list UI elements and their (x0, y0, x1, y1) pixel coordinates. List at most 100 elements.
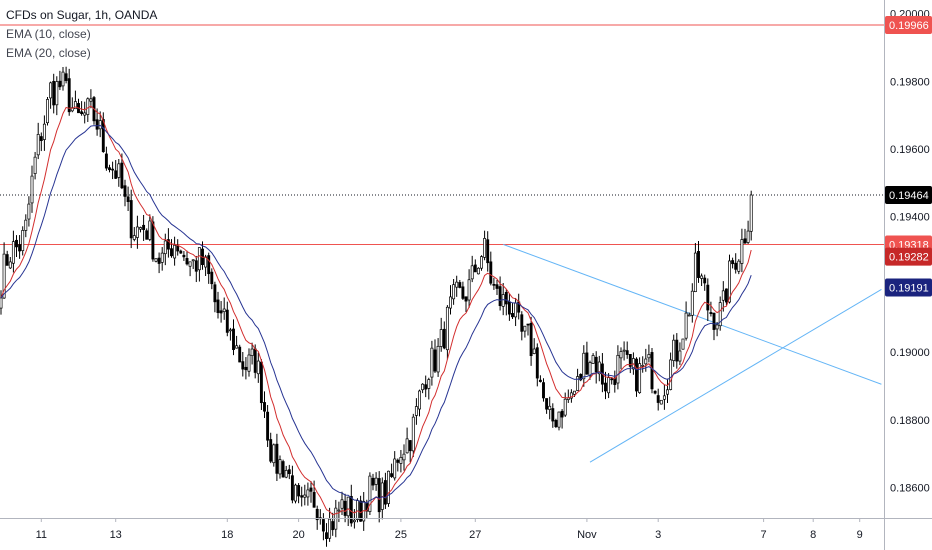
time-axis[interactable]: 11 13 18 20 25 27 Nov 3 7 8 9 (0, 518, 932, 541)
candle-down (675, 339, 679, 362)
candle-up (8, 261, 12, 269)
candle-up (411, 416, 415, 452)
candle-down (610, 378, 614, 381)
candle-down (170, 248, 173, 257)
candle-down (371, 477, 375, 486)
candle-up (21, 230, 25, 251)
candle-up (173, 244, 177, 259)
candle-down (498, 286, 502, 307)
price-axis[interactable]: 0.200000.198000.196000.194000.190000.188… (884, 0, 930, 550)
horizontal-lines[interactable] (0, 24, 884, 245)
candle-up (148, 220, 152, 240)
candle-down (142, 224, 146, 230)
candle-up (163, 240, 167, 255)
candle-up (728, 260, 731, 303)
candle-down (80, 111, 84, 115)
candle-down (185, 258, 189, 265)
candle-up (98, 120, 102, 130)
candle-up (89, 98, 93, 102)
candle-down (157, 257, 161, 264)
candle-down (108, 167, 111, 171)
candle-down (309, 487, 313, 492)
candle-up (294, 484, 297, 502)
candle-up (46, 99, 49, 124)
candle-up (439, 329, 443, 347)
candle-up (501, 294, 505, 307)
candle-up (36, 134, 40, 156)
price-tick-label: 0.18800 (890, 415, 930, 427)
candle-up (467, 279, 471, 301)
candle-down (635, 358, 638, 392)
candle-down (290, 475, 294, 501)
candle-down (64, 73, 68, 81)
candle-up (622, 349, 626, 352)
time-tick-label: 3 (655, 529, 661, 541)
candle-down (697, 251, 700, 278)
candle-up (749, 194, 753, 232)
candle-up (619, 351, 623, 359)
ema-slow-legend[interactable]: EMA (20, close) (6, 46, 91, 60)
candle-up (430, 347, 434, 378)
chart-legend: CFDs on Sugar, 1h, OANDA EMA (10, close)… (6, 6, 157, 63)
candle-up (672, 339, 676, 361)
candle-up (678, 350, 682, 362)
candle-down (507, 301, 511, 315)
candle-down (706, 284, 710, 311)
candle-up (278, 459, 282, 475)
time-tick-label: Nov (577, 529, 597, 541)
candle-down (238, 346, 242, 363)
ema-slow-line (0, 124, 752, 504)
candle-down (225, 309, 229, 333)
candle-down (241, 361, 245, 370)
candle-down (538, 379, 542, 382)
candle-down (511, 313, 514, 318)
candle-up (135, 226, 139, 238)
candle-down (520, 314, 524, 332)
ema-fast-legend[interactable]: EMA (10, close) (6, 27, 91, 41)
trend-lines[interactable] (503, 243, 882, 463)
candle-down (331, 521, 335, 531)
candle-up (548, 405, 552, 410)
candle-up (573, 390, 576, 395)
candle-down (263, 402, 266, 412)
candle-up (591, 355, 595, 364)
time-tick-label: 27 (469, 529, 481, 541)
candle-down (253, 348, 257, 373)
candle-up (303, 494, 307, 498)
candle-up (483, 238, 487, 258)
candle-up (11, 241, 15, 264)
candle-up (588, 362, 592, 376)
candle-up (160, 252, 164, 263)
candle-down (95, 119, 99, 130)
candle-up (340, 499, 344, 509)
candle-up (374, 477, 378, 485)
candle-down (473, 264, 477, 273)
candle-down (628, 354, 632, 367)
candle-down (625, 350, 629, 355)
candle-down (529, 322, 533, 357)
candle-up (470, 265, 474, 280)
candle-up (49, 82, 53, 99)
candle-down (52, 80, 56, 106)
candle-up (188, 261, 192, 267)
candle-down (433, 349, 437, 372)
price-tick-label: 0.19000 (890, 347, 930, 359)
candle-down (179, 250, 183, 254)
candle-down (281, 461, 285, 478)
candle-up (597, 361, 601, 375)
symbol-title[interactable]: CFDs on Sugar, 1h, OANDA (6, 8, 158, 22)
candle-up (480, 256, 483, 269)
time-tick-label: 20 (292, 529, 304, 541)
candle-up (476, 267, 480, 275)
candle-down (653, 390, 657, 394)
candle-down (734, 262, 738, 270)
candle-down (166, 239, 170, 250)
candle-up (337, 509, 341, 512)
candle-up (582, 352, 586, 380)
candle-up (641, 365, 645, 367)
candle-down (325, 532, 328, 540)
candle-up (740, 239, 744, 264)
candle-up (399, 457, 403, 464)
candle-down (359, 500, 363, 522)
